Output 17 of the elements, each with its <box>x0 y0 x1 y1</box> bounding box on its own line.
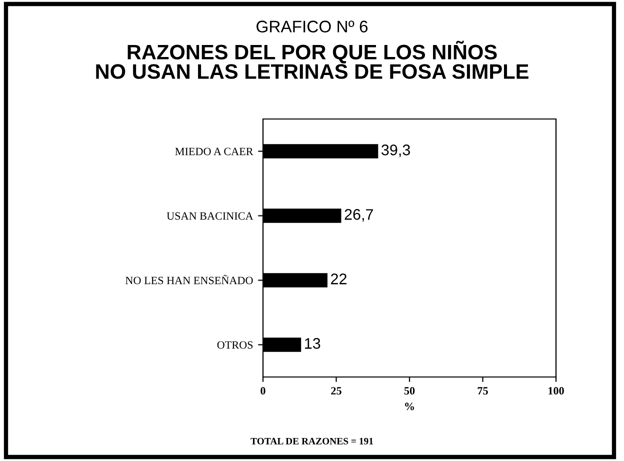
chart-title: GRAFICO Nº 6 <box>256 20 368 32</box>
x-tick-label: 0 <box>260 387 266 395</box>
x-tick-label: 100 <box>548 387 564 395</box>
data-label: 26,7 <box>344 209 373 222</box>
data-label: 22 <box>331 274 346 284</box>
y-tick-label: OTROS <box>217 341 253 349</box>
text: TOTAL DE RAZONES = 191 <box>250 438 373 444</box>
y-tick-label: USAN BACINICA <box>166 212 254 220</box>
x-tick-label: 25 <box>331 387 342 395</box>
chart-subtitle: RAZONES DEL POR QUE LOS NIÑOS NO USAN LAS LETRINAS DE FOSA SIMPLE <box>96 40 528 79</box>
y-tick-label: NO LES HAN ENSEÑADO <box>126 274 253 284</box>
x-axis-title: % <box>405 402 414 410</box>
x-tick-label: 75 <box>478 387 488 395</box>
x-tick-label: 50 <box>404 387 415 395</box>
data-label: 39,3 <box>382 144 410 158</box>
data-label: 13 <box>305 338 320 349</box>
y-tick-label: MIEDO A CAER <box>175 148 254 156</box>
